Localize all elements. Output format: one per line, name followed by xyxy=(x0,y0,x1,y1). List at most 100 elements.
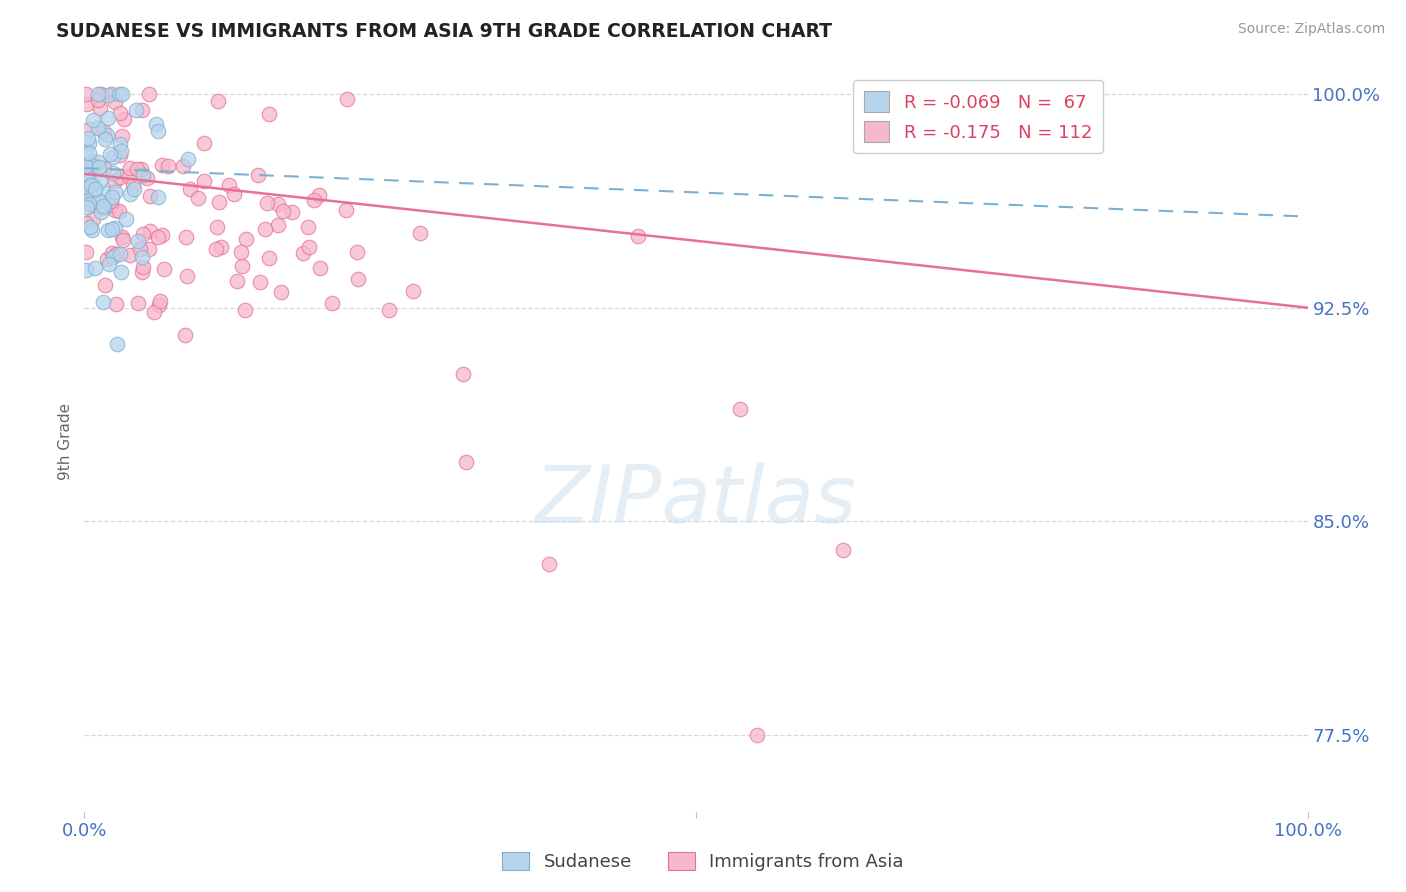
Point xyxy=(98,146,121,161)
Point xyxy=(139,224,162,238)
Point xyxy=(146,190,169,204)
Point xyxy=(281,205,304,219)
Point xyxy=(142,305,165,319)
Point xyxy=(90,87,112,102)
Point xyxy=(77,170,100,185)
Point xyxy=(401,284,423,298)
Point xyxy=(138,188,160,202)
Point xyxy=(76,179,98,194)
Point xyxy=(75,159,97,173)
Point xyxy=(93,125,115,139)
Point xyxy=(408,226,430,240)
Point xyxy=(233,303,256,318)
Point xyxy=(150,227,173,242)
Point xyxy=(79,164,101,178)
Point xyxy=(82,222,104,236)
Point xyxy=(84,261,107,276)
Point xyxy=(90,204,112,219)
Point xyxy=(108,87,131,102)
Point xyxy=(730,401,752,416)
Point xyxy=(121,178,143,192)
Point xyxy=(174,229,197,244)
Point xyxy=(831,542,853,557)
Point xyxy=(193,136,215,150)
Point xyxy=(222,187,245,202)
Point xyxy=(91,199,114,213)
Point xyxy=(321,296,343,310)
Point xyxy=(153,262,176,277)
Point xyxy=(82,177,104,191)
Point xyxy=(97,111,120,125)
Point xyxy=(259,251,281,265)
Point xyxy=(96,252,118,266)
Point xyxy=(76,200,98,214)
Point xyxy=(105,247,128,261)
Point xyxy=(454,455,477,469)
Point xyxy=(273,204,295,219)
Point xyxy=(253,222,276,236)
Point xyxy=(75,87,97,102)
Point xyxy=(80,178,103,192)
Point xyxy=(149,294,172,309)
Point xyxy=(101,166,124,180)
Point xyxy=(538,557,561,571)
Point xyxy=(218,178,240,192)
Point xyxy=(309,261,332,276)
Point xyxy=(76,167,98,181)
Point xyxy=(146,123,169,137)
Point xyxy=(82,196,104,211)
Point xyxy=(120,248,142,262)
Point xyxy=(208,194,231,209)
Point xyxy=(146,229,169,244)
Point xyxy=(77,136,100,151)
Point xyxy=(77,146,100,161)
Point xyxy=(108,136,131,151)
Point xyxy=(112,233,135,247)
Point xyxy=(108,204,131,219)
Point xyxy=(108,148,131,162)
Point xyxy=(150,158,173,172)
Point xyxy=(97,88,120,103)
Point xyxy=(156,159,179,173)
Point xyxy=(247,168,270,182)
Point xyxy=(91,294,114,309)
Point xyxy=(75,216,97,230)
Point xyxy=(127,296,149,310)
Point xyxy=(125,161,148,176)
Point xyxy=(101,221,124,235)
Point xyxy=(104,221,127,235)
Point xyxy=(104,202,127,217)
Point xyxy=(128,243,150,257)
Point xyxy=(110,170,132,185)
Point xyxy=(249,276,271,290)
Y-axis label: 9th Grade: 9th Grade xyxy=(58,403,73,480)
Point xyxy=(75,145,97,160)
Point xyxy=(207,95,229,109)
Point xyxy=(77,197,100,211)
Text: SUDANESE VS IMMIGRANTS FROM ASIA 9TH GRADE CORRELATION CHART: SUDANESE VS IMMIGRANTS FROM ASIA 9TH GRA… xyxy=(56,22,832,41)
Point xyxy=(101,150,124,164)
Point xyxy=(82,160,104,174)
Point xyxy=(110,129,132,144)
Point xyxy=(125,103,148,117)
Point xyxy=(111,87,134,102)
Point xyxy=(179,182,201,196)
Point xyxy=(89,174,111,188)
Point xyxy=(105,296,128,310)
Point xyxy=(100,198,122,212)
Point xyxy=(205,242,228,256)
Point xyxy=(127,234,149,248)
Point xyxy=(93,277,115,292)
Point xyxy=(231,259,253,273)
Point xyxy=(270,285,292,300)
Point xyxy=(80,154,103,169)
Point xyxy=(259,106,281,120)
Point xyxy=(76,183,98,197)
Point xyxy=(302,193,325,207)
Point xyxy=(176,268,198,283)
Point xyxy=(77,121,100,136)
Legend: R = -0.069   N =  67, R = -0.175   N = 112: R = -0.069 N = 67, R = -0.175 N = 112 xyxy=(853,80,1102,153)
Point xyxy=(108,247,131,261)
Point xyxy=(97,223,120,237)
Point xyxy=(115,211,138,226)
